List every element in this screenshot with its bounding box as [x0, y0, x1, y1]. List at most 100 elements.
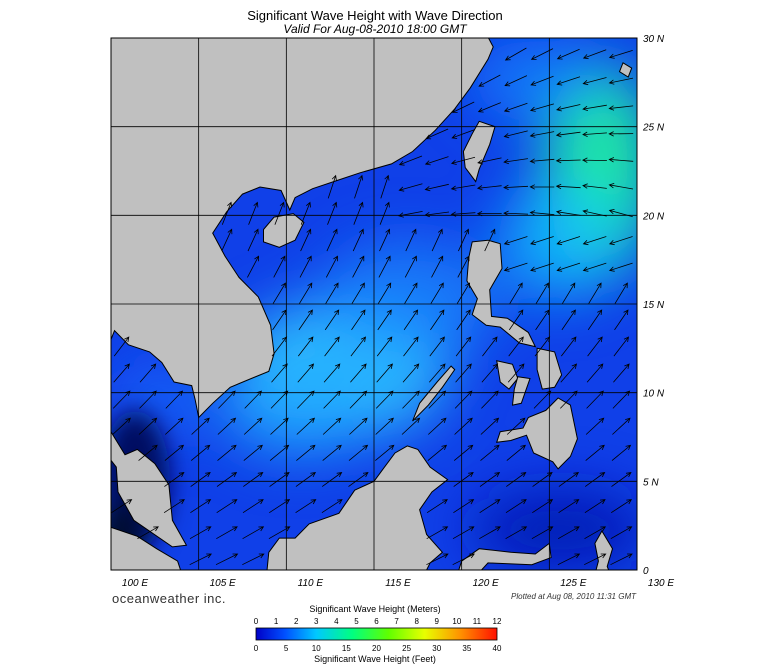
wave-arrow [428, 390, 447, 409]
wave-arrow [190, 444, 211, 461]
wave-arrow [608, 77, 634, 85]
wave-arrow [586, 363, 604, 383]
latitude-label: 5 N [643, 477, 659, 488]
wave-arrow [608, 50, 633, 59]
wave-arrow [587, 336, 603, 357]
wave-arrow [453, 499, 475, 514]
wave-arrow [299, 282, 313, 304]
wave-arrow [450, 184, 476, 191]
wave-arrow [242, 526, 265, 540]
wave-arrow [398, 211, 423, 218]
wave-arrow [325, 282, 339, 304]
wave-arrow [348, 444, 369, 461]
wave-arrow [535, 282, 549, 304]
wave-arrow [327, 174, 337, 199]
wave-arrow [139, 363, 157, 383]
wave-arrow [585, 417, 605, 435]
wave-arrow [113, 363, 130, 383]
meters-tick-label: 2 [294, 617, 299, 626]
wave-arrow [529, 210, 555, 216]
wave-arrow [503, 158, 528, 165]
wave-arrow [324, 336, 340, 357]
wave-arrow [402, 390, 420, 409]
wave-arrow [325, 255, 338, 278]
wave-arrow [215, 553, 239, 566]
wave-arrow [274, 201, 285, 225]
wave-arrow [476, 211, 502, 217]
wave-arrow [354, 174, 364, 199]
meters-tick-label: 5 [354, 617, 359, 626]
wave-arrow [430, 309, 445, 331]
wave-arrow [533, 390, 552, 409]
wave-arrow [452, 526, 475, 540]
wave-arrow [244, 390, 263, 409]
wave-arrow [217, 417, 237, 435]
wave-arrow [555, 209, 581, 216]
wave-arrow [190, 499, 212, 514]
map-frame [110, 37, 638, 571]
latitude-label: 0 [643, 566, 649, 577]
wave-arrow [376, 363, 393, 383]
wave-arrow [164, 471, 185, 487]
meters-tick-label: 11 [473, 617, 482, 626]
wave-arrow [428, 417, 447, 435]
wave-arrow [556, 104, 581, 112]
wave-arrow [582, 77, 607, 86]
wave-arrow [377, 309, 392, 331]
wave-arrow [112, 390, 131, 409]
wave-arrow [455, 363, 472, 383]
wave-arrow [610, 499, 633, 514]
wave-arrow [453, 471, 474, 487]
wave-arrow [138, 417, 158, 435]
wave-arrow [270, 390, 289, 409]
wave-arrow [505, 499, 527, 514]
wave-arrow [247, 228, 259, 252]
wave-arrow [503, 262, 528, 272]
landmass [618, 62, 633, 78]
wave-arrow [479, 526, 501, 540]
feet-tick-label: 35 [462, 644, 471, 653]
wave-arrow [271, 363, 288, 383]
wave-arrow [450, 211, 476, 217]
wave-arrow [608, 236, 633, 246]
wave-arrow [295, 471, 317, 487]
wave-arrow [614, 282, 628, 304]
latitude-label: 15 N [643, 300, 665, 311]
landmass [466, 239, 537, 348]
wave-arrow [428, 363, 446, 383]
feet-tick-label: 0 [254, 644, 259, 653]
wave-arrow [402, 363, 420, 383]
plotted-time: Plotted at Aug 08, 2010 11:31 GMT [511, 592, 637, 601]
wave-arrow [480, 417, 500, 435]
wave-arrow [351, 282, 365, 304]
wave-arrow [582, 183, 607, 189]
wave-arrow [322, 417, 342, 435]
wave-arrow [426, 526, 449, 540]
wave-arrow [451, 129, 475, 139]
wave-arrow [476, 185, 502, 191]
wave-arrow [507, 363, 525, 383]
feet-tick-label: 30 [432, 644, 441, 653]
wave-arrow [584, 499, 606, 514]
wave-arrow [480, 444, 500, 461]
landmass [511, 376, 531, 406]
wave-arrow [216, 526, 238, 540]
wave-arrow [269, 499, 291, 514]
wave-arrow [426, 553, 449, 566]
wave-arrow [248, 201, 259, 225]
wave-arrow [508, 336, 524, 357]
longitude-label: 120 E [473, 578, 499, 589]
landmass [263, 213, 305, 248]
latitude-labels: 30 N 25 N 20 N 15 N 10 N 5 N 0 [642, 34, 665, 577]
wave-arrow [588, 282, 602, 304]
wave-arrow [611, 471, 632, 487]
landmass [495, 397, 578, 470]
wave-arrow [556, 236, 581, 246]
latitude-label: 10 N [643, 389, 665, 400]
wave-arrow [560, 363, 578, 383]
wave-arrow [424, 156, 449, 166]
wave-arrow [398, 155, 423, 166]
wave-arrow [530, 236, 554, 246]
wave-arrow [556, 48, 580, 60]
